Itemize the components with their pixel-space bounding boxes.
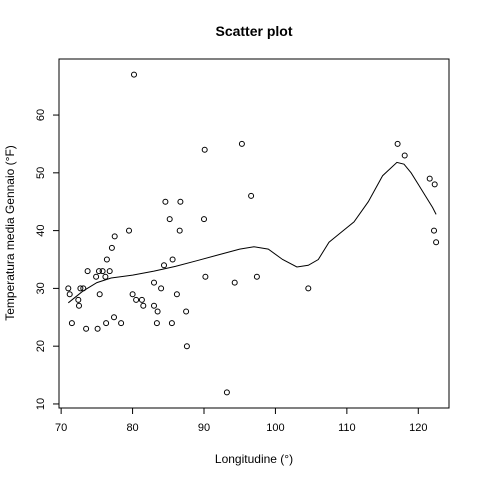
y-tick-label: 60 <box>35 109 47 121</box>
data-point <box>426 175 433 182</box>
data-point <box>96 268 102 275</box>
data-point <box>176 227 183 234</box>
x-tick-label: 70 <box>55 422 67 434</box>
data-point <box>168 320 175 327</box>
y-tick-label: 30 <box>35 282 47 294</box>
data-point <box>111 314 117 321</box>
data-point <box>394 140 401 147</box>
data-points-group <box>65 71 440 396</box>
data-point <box>68 320 75 327</box>
data-point <box>177 198 184 205</box>
data-point <box>75 296 82 303</box>
data-point <box>151 279 157 286</box>
data-point <box>118 320 125 327</box>
data-point <box>84 268 91 275</box>
data-point <box>77 285 84 292</box>
data-point <box>223 389 230 396</box>
x-axis-label: Longitudine (°) <box>215 452 293 466</box>
y-tick-label: 20 <box>35 340 47 352</box>
data-point <box>126 227 132 234</box>
data-point <box>154 308 161 315</box>
y-tick-label: 50 <box>35 167 47 179</box>
y-axis: 10 20 30 40 50 60 <box>35 109 59 410</box>
x-tick-label: 100 <box>266 422 284 434</box>
data-point <box>102 273 109 280</box>
data-point <box>183 308 190 315</box>
data-point <box>158 285 165 292</box>
data-point <box>99 268 106 275</box>
data-point <box>106 268 113 275</box>
data-point <box>83 325 90 332</box>
x-tick-label: 120 <box>409 422 427 434</box>
data-point <box>305 285 312 292</box>
data-point <box>66 291 73 298</box>
data-point <box>108 244 115 251</box>
data-point <box>76 302 82 309</box>
data-point <box>231 279 238 286</box>
data-point <box>131 71 137 78</box>
data-point <box>103 256 110 263</box>
data-point <box>169 256 176 263</box>
data-point <box>65 285 72 292</box>
data-point <box>201 146 208 153</box>
data-point <box>431 227 437 234</box>
data-point <box>433 239 440 246</box>
data-point <box>201 216 207 223</box>
x-tick-label: 110 <box>338 422 356 434</box>
y-tick-label: 10 <box>35 398 47 410</box>
data-point <box>161 262 167 269</box>
y-tick-label: 40 <box>35 224 47 236</box>
y-axis-label: Temperatura media Gennaio (°F) <box>3 145 17 321</box>
data-point <box>94 325 101 332</box>
data-point <box>173 291 180 298</box>
data-point <box>96 291 103 298</box>
data-point <box>238 140 245 147</box>
data-point <box>151 302 157 309</box>
data-point <box>80 285 87 292</box>
data-point <box>153 320 160 327</box>
x-tick-label: 90 <box>198 422 210 434</box>
x-axis: 70 80 90 100 110 120 <box>55 408 427 434</box>
plot-frame <box>58 58 450 409</box>
data-point <box>202 273 209 280</box>
data-point <box>103 320 110 327</box>
data-point <box>253 273 260 280</box>
data-point <box>166 216 173 223</box>
smooth-curve-group <box>67 161 437 304</box>
smooth-curve <box>67 161 437 304</box>
x-tick-label: 80 <box>126 422 138 434</box>
data-point <box>248 192 255 199</box>
data-point <box>183 343 190 350</box>
chart-title: Scatter plot <box>215 23 292 39</box>
data-point <box>431 181 438 188</box>
data-point <box>133 296 140 303</box>
data-point <box>140 302 147 309</box>
data-point <box>93 273 100 280</box>
data-point <box>129 291 136 298</box>
data-point <box>111 233 118 240</box>
data-point <box>138 296 145 303</box>
data-point <box>162 198 169 205</box>
data-point <box>401 152 408 159</box>
